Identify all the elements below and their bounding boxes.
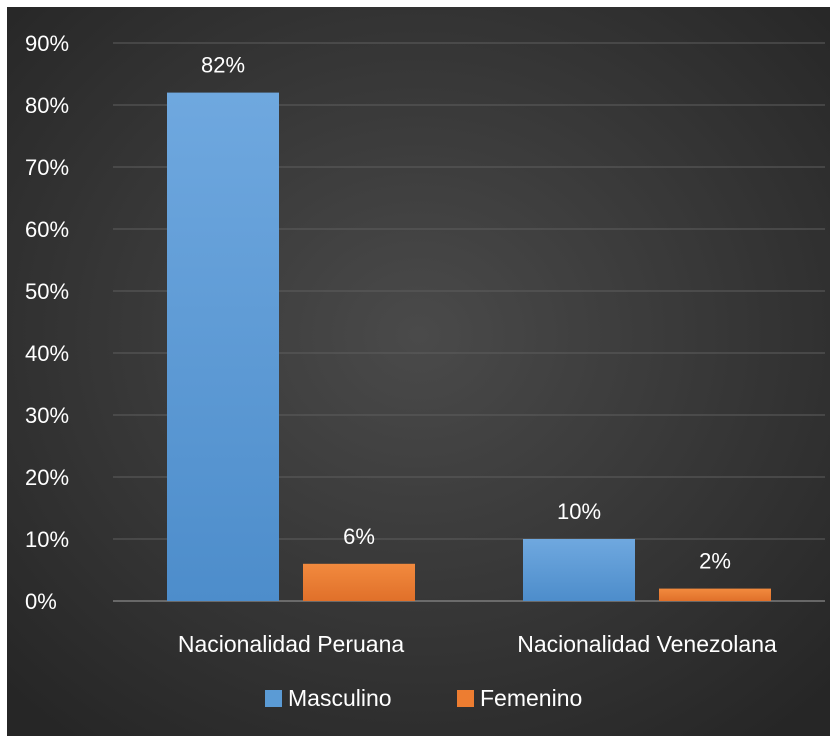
bar-femenino-1 [659, 588, 771, 601]
bar-chart: 0% 10% 20% 30% 40% 50% 60% 70% 80% 90% 82% 6% 10% 2%… [7, 7, 830, 736]
y-tick-label: 40% [25, 341, 69, 366]
y-tick-label: 10% [25, 527, 69, 552]
legend-label: Masculino [288, 685, 392, 711]
legend-swatch-femenino [457, 690, 474, 707]
data-label: 6% [343, 524, 375, 549]
legend: Masculino Femenino [265, 685, 582, 711]
y-tick-label: 50% [25, 279, 69, 304]
x-tick-label: Nacionalidad Peruana [178, 631, 405, 657]
y-tick-label: 0% [25, 589, 57, 614]
data-label: 2% [699, 549, 731, 574]
bar-masculino-1 [523, 539, 635, 601]
chart-background [7, 7, 830, 736]
bar-femenino-0 [303, 563, 415, 601]
y-tick-label: 20% [25, 465, 69, 490]
y-tick-label: 70% [25, 155, 69, 180]
y-axis: 0% 10% 20% 30% 40% 50% 60% 70% 80% 90% [25, 31, 69, 614]
x-axis: Nacionalidad Peruana Nacionalidad Venezol… [178, 631, 777, 657]
x-tick-label: Nacionalidad Venezolana [517, 631, 777, 657]
chart-container: 0% 10% 20% 30% 40% 50% 60% 70% 80% 90% 82% 6% 10% 2%… [7, 7, 830, 736]
legend-swatch-masculino [265, 690, 282, 707]
data-labels: 82% 6% 10% 2% [201, 53, 731, 574]
y-tick-label: 80% [25, 93, 69, 118]
data-label: 82% [201, 53, 245, 78]
y-tick-label: 30% [25, 403, 69, 428]
legend-label: Femenino [480, 685, 582, 711]
y-tick-label: 90% [25, 31, 69, 56]
y-tick-label: 60% [25, 217, 69, 242]
bars [167, 92, 771, 601]
data-label: 10% [557, 499, 601, 524]
bar-masculino-0 [167, 92, 279, 601]
